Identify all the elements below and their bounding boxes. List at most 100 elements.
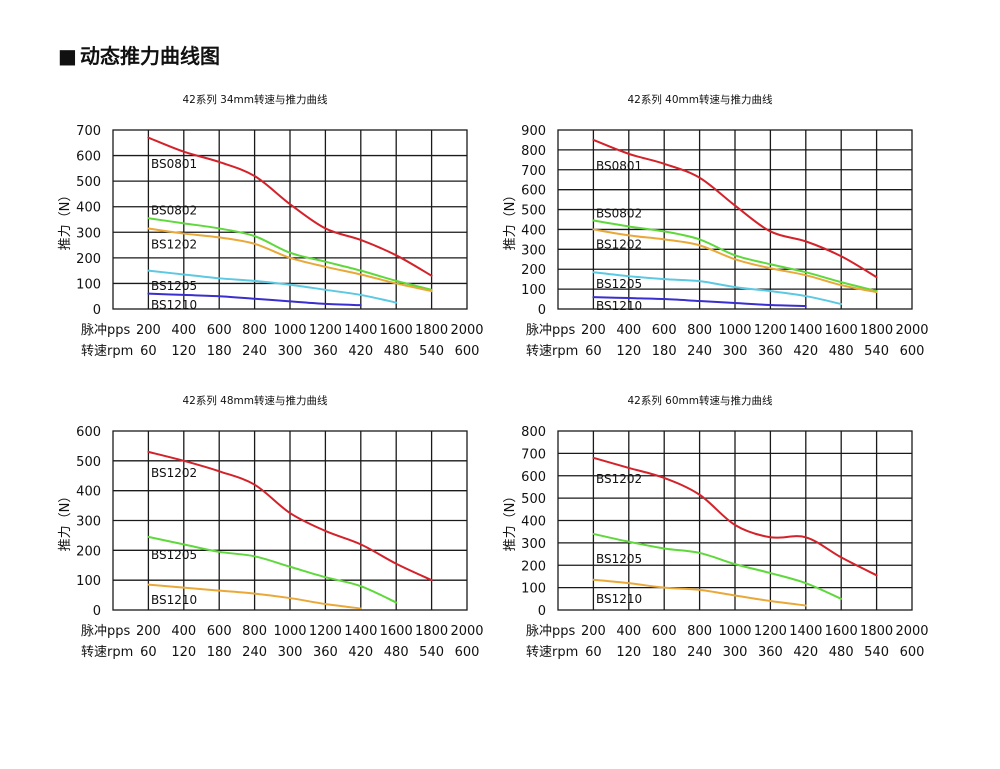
x-tick-label-rpm: 540 [419,645,444,660]
x-tick-label-rpm: 420 [793,645,818,660]
x-axis-label-pps: 脉冲pps [526,323,576,338]
series-line-BS0801 [592,138,878,279]
y-tick-label: 700 [521,447,546,462]
x-tick-label-pps: 800 [687,624,712,639]
x-tick-label-pps: 2000 [895,323,928,338]
x-tick-label-pps: 600 [207,323,232,338]
x-tick-label-pps: 1400 [789,323,822,338]
y-tick-label: 500 [76,455,101,470]
y-tick-label: 200 [521,559,546,574]
x-axis-label-pps: 脉冲pps [81,323,131,338]
y-tick-label: 0 [93,303,101,318]
y-tick-label: 200 [76,544,101,559]
x-tick-label-pps: 1600 [825,624,858,639]
y-tick-label: 900 [521,124,546,139]
x-tick-label-pps: 400 [616,323,641,338]
x-tick-label-pps: 1600 [825,323,858,338]
y-tick-label: 100 [76,277,101,292]
x-tick-label-pps: 400 [171,624,196,639]
x-tick-label-pps: 2000 [450,624,483,639]
x-tick-label-pps: 1200 [754,624,787,639]
series-line-BS1202 [592,228,878,294]
x-tick-label-rpm: 600 [455,344,480,359]
x-tick-label-pps: 1800 [415,323,448,338]
y-tick-label: 200 [521,263,546,278]
x-tick-label-rpm: 60 [140,645,157,660]
y-tick-label: 700 [76,124,101,139]
series-label: BS1210 [151,593,197,607]
x-tick-label-pps: 800 [242,323,267,338]
x-tick-label-rpm: 420 [348,344,373,359]
x-tick-label-rpm: 360 [313,645,338,660]
series-label: BS0801 [151,157,197,171]
chart-3: 42系列 48mm转速与推力曲线 0 100 200 300 400 500 600 200 60… [58,394,484,660]
series-label: BS1205 [151,548,197,562]
x-tick-label-rpm: 480 [829,645,854,660]
x-tick-label-rpm: 240 [687,645,712,660]
chart-title: 42系列 40mm转速与推力曲线 [627,93,773,106]
y-tick-label: 400 [521,515,546,530]
x-tick-label-pps: 600 [652,624,677,639]
y-tick-label: 500 [76,175,101,190]
x-tick-label-rpm: 120 [171,344,196,359]
y-tick-label: 400 [76,485,101,500]
series-line-BS1210 [147,292,362,307]
y-tick-label: 100 [521,582,546,597]
y-tick-label: 400 [521,223,546,238]
x-axis-label-pps: 脉冲pps [81,624,131,639]
x-tick-label-pps: 200 [581,624,606,639]
y-axis-label: 推力（N） [503,490,518,552]
series-line-BS1202 [592,456,878,577]
x-tick-label-rpm: 60 [585,344,602,359]
x-tick-label-pps: 1200 [309,323,342,338]
series-label: BS1202 [151,466,197,480]
series-line-BS1210 [592,578,807,607]
x-tick-label-rpm: 480 [384,344,409,359]
x-tick-label-pps: 1400 [789,624,822,639]
x-tick-label-rpm: 540 [419,344,444,359]
x-tick-label-pps: 400 [171,323,196,338]
y-tick-label: 200 [76,252,101,267]
x-tick-label-rpm: 180 [207,645,232,660]
series-label: BS1202 [596,472,642,486]
series-label: BS0802 [596,207,642,221]
x-tick-label-pps: 600 [207,624,232,639]
series-line-BS0802 [147,217,433,291]
x-tick-label-rpm: 600 [900,645,925,660]
x-tick-label-rpm: 240 [687,344,712,359]
x-tick-label-rpm: 300 [278,645,303,660]
x-tick-label-pps: 2000 [895,624,928,639]
x-tick-label-pps: 200 [136,323,161,338]
y-tick-label: 0 [538,303,546,318]
y-tick-label: 0 [93,604,101,619]
x-tick-label-rpm: 60 [585,645,602,660]
y-tick-label: 300 [76,226,101,241]
x-tick-label-rpm: 180 [652,344,677,359]
series-label: BS1205 [596,552,642,566]
series-label: BS0801 [596,159,642,173]
x-tick-label-pps: 200 [581,323,606,338]
y-tick-label: 100 [76,574,101,589]
x-tick-label-rpm: 300 [278,344,303,359]
y-tick-label: 600 [76,150,101,165]
x-tick-label-pps: 800 [242,624,267,639]
y-tick-label: 700 [521,164,546,179]
x-tick-label-pps: 1600 [380,323,413,338]
chart-1: 42系列 34mm转速与推力曲线 0 100 200 300 400 500 600 700 20… [58,93,484,359]
y-tick-label: 600 [521,470,546,485]
series-line-BS1205 [147,269,398,304]
y-tick-label: 600 [76,425,101,440]
y-tick-label: 800 [521,425,546,440]
y-tick-label: 800 [521,144,546,159]
heading-marker: ■ [58,44,77,68]
x-tick-label-rpm: 60 [140,344,157,359]
y-tick-label: 300 [521,243,546,258]
x-tick-label-rpm: 360 [758,344,783,359]
x-tick-label-rpm: 420 [793,344,818,359]
series-label: BS1205 [151,279,197,293]
x-tick-label-pps: 1800 [860,624,893,639]
chart-title: 42系列 48mm转速与推力曲线 [182,394,328,407]
chart-4: 42系列 60mm转速与推力曲线 0 100 200 300 400 500 600 700 80… [503,394,929,660]
x-tick-label-rpm: 240 [242,344,267,359]
